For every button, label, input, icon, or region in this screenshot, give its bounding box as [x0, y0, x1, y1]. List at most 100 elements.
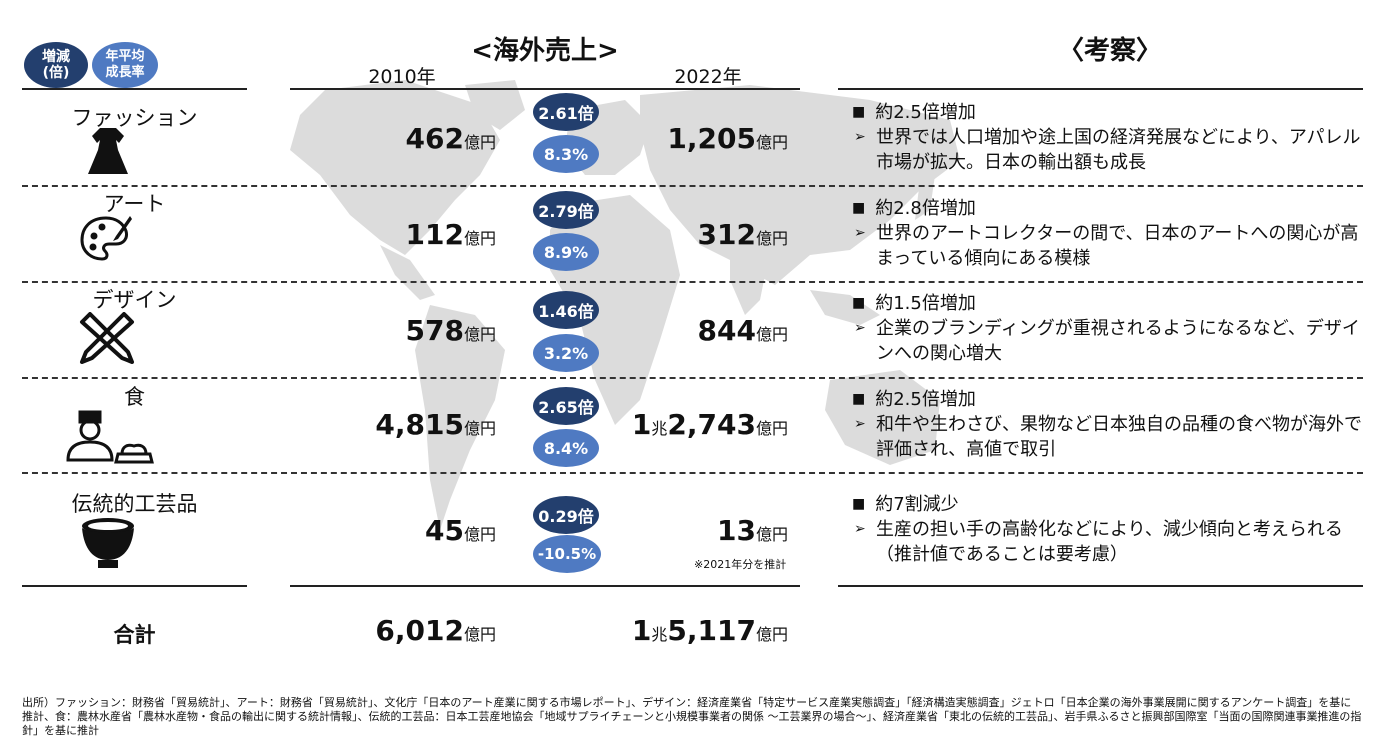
row-separator [22, 281, 1363, 283]
divider-top-mid [290, 88, 800, 90]
divider-bottom-right [838, 585, 1363, 587]
value-2010-art: 112億円 [406, 218, 496, 251]
value-unit: 億円 [755, 133, 788, 152]
value-unit: 億円 [463, 419, 496, 438]
observation-text: 生産の担い手の高齢化などにより、減少傾向と考えられる（推計値であることは要考慮） [876, 519, 1343, 565]
bowl-icon [82, 518, 134, 568]
value-number: 112 [405, 218, 464, 251]
value-number: 1 [631, 614, 652, 647]
arrow-icon: ➢ [854, 129, 866, 145]
value-number: 6,012 [375, 614, 464, 647]
value-2010-crafts: 45億円 [425, 514, 496, 547]
value-unit: 億円 [755, 525, 788, 544]
source-footnote: 出所）ファッション：財務省「貿易統計」、アート：財務省「貿易統計」、文化庁「日本… [22, 696, 1362, 737]
cagr-badge-crafts: -10.5% [533, 535, 601, 573]
value-unit: 億円 [755, 325, 788, 344]
observation-art: 約2.8倍増加 ➢ 世界のアートコレクターの間で、日本のアートへの関心が高まってい… [852, 196, 1362, 271]
total-label: 合計 [113, 623, 156, 647]
row-separator [22, 185, 1363, 187]
observation-detail: ➢ 和牛や生わさび、果物など日本独自の品種の食べ物が海外で評価され、高値で取引 [852, 412, 1362, 462]
observation-text: 世界のアートコレクターの間で、日本のアートへの関心が高まっている傾向にある模様 [876, 223, 1359, 269]
value-number: 13 [717, 514, 756, 547]
arrow-icon: ➢ [854, 521, 866, 537]
value-2022-design: 844億円 [698, 314, 788, 347]
value-unit: 億円 [755, 625, 788, 644]
observation-head: 約2.5倍増加 [852, 387, 1362, 412]
value-2022-food: 1兆2,743億円 [632, 408, 788, 441]
dress-icon [88, 128, 128, 174]
value-number: 844 [697, 314, 756, 347]
category-label-food: 食 [124, 385, 145, 409]
observation-text: 和牛や生わさび、果物など日本独自の品種の食べ物が海外で評価され、高値で取引 [876, 414, 1362, 460]
estimate-note: ※2021年分を推計 [694, 558, 787, 571]
observation-head: 約2.8倍増加 [852, 196, 1362, 221]
divider-top-right [838, 88, 1363, 90]
value-number: 1,205 [667, 122, 756, 155]
row-separator [22, 377, 1363, 379]
total-2010: 6,012億円 [375, 614, 496, 647]
legend-cagr-badge: 年平均 成長率 [92, 42, 158, 88]
value-number: 5,117 [667, 614, 756, 647]
value-2022-fashion: 1,205億円 [667, 122, 788, 155]
crossed-pencils-icon [80, 312, 134, 364]
value-unit: 億円 [755, 419, 788, 438]
value-number: 462 [405, 122, 464, 155]
arrow-icon: ➢ [854, 416, 866, 432]
sales-title: <海外売上> [471, 36, 619, 66]
observation-detail: ➢ 企業のブランディングが重視されるようになるなど、デザインへの関心増大 [852, 316, 1362, 366]
year-2010-label: 2010年 [368, 66, 436, 88]
year-2022-label: 2022年 [674, 66, 742, 88]
ratio-badge-fashion: 2.61倍 [533, 93, 599, 131]
category-label-design: デザイン [92, 288, 177, 312]
value-2022-crafts: 13億円 [717, 514, 788, 547]
row-separator [22, 472, 1363, 474]
value-number: 578 [405, 314, 464, 347]
value-unit-cho: 兆 [651, 419, 668, 438]
cagr-badge-food: 8.4% [533, 429, 599, 467]
observation-head: 約1.5倍増加 [852, 291, 1362, 316]
value-unit: 億円 [463, 625, 496, 644]
value-number: 4,815 [375, 408, 464, 441]
divider-bottom-mid [290, 585, 800, 587]
value-2010-fashion: 462億円 [406, 122, 496, 155]
cagr-badge-fashion: 8.3% [533, 135, 599, 173]
ratio-badge-art: 2.79倍 [533, 191, 599, 229]
divider-top-left [22, 88, 247, 90]
cagr-badge-art: 8.9% [533, 233, 599, 271]
chef-sushi-icon [66, 410, 154, 464]
ratio-badge-food: 2.65倍 [533, 387, 599, 425]
cagr-badge-design: 3.2% [533, 334, 599, 372]
observation-head: 約7割減少 [852, 492, 1362, 517]
observation-head: 約2.5倍増加 [852, 100, 1362, 125]
value-unit: 億円 [755, 229, 788, 248]
value-unit: 億円 [463, 525, 496, 544]
value-number: 312 [697, 218, 756, 251]
value-2010-design: 578億円 [406, 314, 496, 347]
observation-food: 約2.5倍増加 ➢ 和牛や生わさび、果物など日本独自の品種の食べ物が海外で評価され… [852, 387, 1362, 462]
category-label-art: アート [103, 192, 166, 216]
value-number: 45 [425, 514, 464, 547]
value-unit-cho: 兆 [651, 625, 668, 644]
palette-icon [80, 216, 132, 261]
legend-change-badge: 増減 (倍) [24, 42, 88, 88]
observation-detail: ➢ 世界では人口増加や途上国の経済発展などにより、アパレル市場が拡大。日本の輸出額… [852, 125, 1362, 175]
category-label-crafts: 伝統的工芸品 [71, 492, 198, 516]
category-label-fashion: ファッション [71, 106, 198, 130]
value-unit: 億円 [463, 229, 496, 248]
value-unit: 億円 [463, 325, 496, 344]
value-2010-food: 4,815億円 [375, 408, 496, 441]
observation-text: 企業のブランディングが重視されるようになるなど、デザインへの関心増大 [876, 318, 1360, 364]
value-unit: 億円 [463, 133, 496, 152]
observation-detail: ➢ 世界のアートコレクターの間で、日本のアートへの関心が高まっている傾向にある模様 [852, 221, 1362, 271]
arrow-icon: ➢ [854, 225, 866, 241]
ratio-badge-design: 1.46倍 [533, 291, 599, 329]
observation-title: 〈考察〉 [1057, 36, 1162, 66]
total-2022: 1兆5,117億円 [632, 614, 788, 647]
observation-crafts: 約7割減少 ➢ 生産の担い手の高齢化などにより、減少傾向と考えられる（推計値である… [852, 492, 1362, 567]
ratio-badge-crafts: 0.29倍 [533, 496, 599, 534]
value-number: 1 [631, 408, 652, 441]
divider-bottom-left [22, 585, 247, 587]
value-2022-art: 312億円 [698, 218, 788, 251]
observation-text: 世界では人口増加や途上国の経済発展などにより、アパレル市場が拡大。日本の輸出額も… [876, 127, 1361, 173]
observation-fashion: 約2.5倍増加 ➢ 世界では人口増加や途上国の経済発展などにより、アパレル市場が拡… [852, 100, 1362, 175]
